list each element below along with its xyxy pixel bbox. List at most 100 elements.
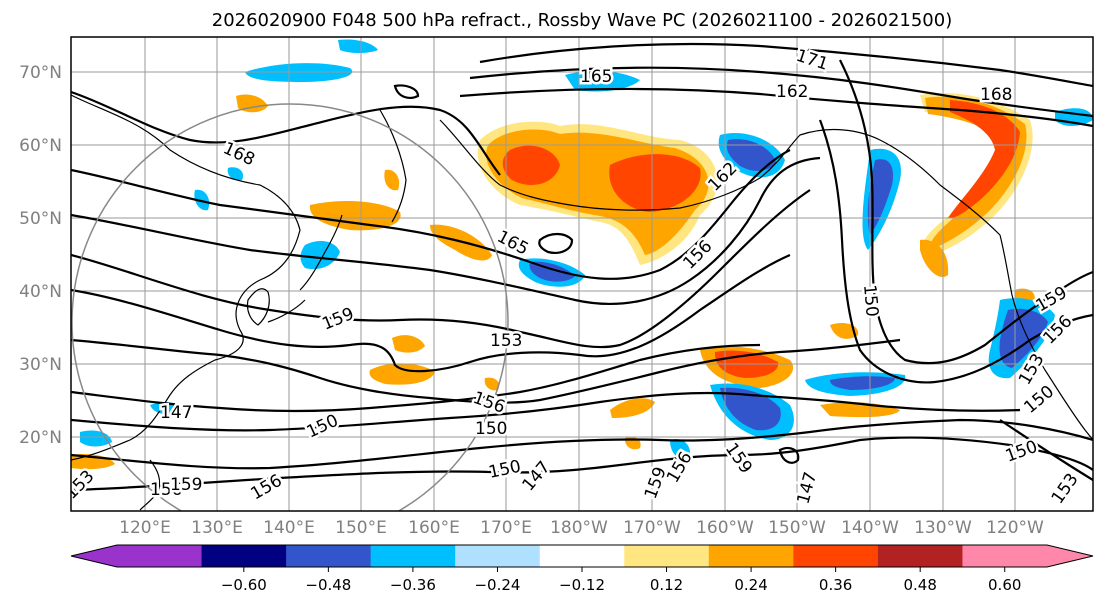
contour-line <box>71 436 1093 492</box>
coastline-korea <box>246 288 270 326</box>
colorbar-segment <box>117 545 203 567</box>
negative-anomaly <box>565 70 640 92</box>
contour-line <box>71 338 901 404</box>
colorbar-tick-label: 0.12 <box>650 576 683 594</box>
map-title: 2026020900 F048 500 hPa refract., Rossby… <box>212 10 953 31</box>
contour-line <box>71 343 761 413</box>
lon-label: 120°E <box>119 518 171 538</box>
contour-line <box>459 87 1093 128</box>
map-panel: 171 165 162 168 168 165 162 156 159 153 … <box>70 36 1094 512</box>
contour-label: 147 <box>160 403 192 423</box>
reference-circle <box>71 103 509 511</box>
coastline-alaska <box>439 119 1001 236</box>
positive-anomaly <box>309 200 401 231</box>
colorbar-segment <box>708 545 794 567</box>
contour-line <box>71 418 1093 470</box>
lon-label: 160°W <box>696 518 754 538</box>
positive-anomaly <box>236 94 268 113</box>
lon-label: 160°E <box>408 518 460 538</box>
contour-line <box>71 391 1021 432</box>
contour-line <box>71 189 811 349</box>
colorbar-tick-label: −0.48 <box>305 576 351 594</box>
contour-line <box>818 119 1093 384</box>
lon-label: 130°E <box>191 518 243 538</box>
coastline-philippines <box>139 459 161 511</box>
negative-anomaly <box>300 240 340 270</box>
positive-anomaly <box>920 239 949 278</box>
negative-anomaly <box>227 167 244 181</box>
lon-label: 150°W <box>768 518 826 538</box>
contour-line <box>71 90 501 176</box>
contour-line <box>71 149 791 280</box>
colorbar-outline <box>70 544 1094 568</box>
contour-line <box>393 84 420 99</box>
colorbar-tick-label: −0.12 <box>559 576 605 594</box>
negative-anomaly <box>670 438 691 460</box>
negative-anomaly <box>245 63 353 82</box>
negative-anomaly <box>338 39 378 53</box>
contour-label: 153 <box>490 331 522 351</box>
contour-label: 150 <box>475 419 507 439</box>
positive-anomaly <box>369 363 435 385</box>
contour-line <box>999 419 1093 481</box>
contour-label: 162 <box>776 82 808 102</box>
height-contours <box>71 42 1093 492</box>
lat-label: 40°N <box>19 282 62 302</box>
negative-anomaly <box>726 139 776 171</box>
positive-anomaly <box>610 398 655 418</box>
colorbar-tick-label: −0.24 <box>474 576 520 594</box>
positive-anomaly <box>384 169 400 191</box>
lon-label: 130°W <box>914 518 972 538</box>
negative-anomaly <box>720 387 781 431</box>
lat-label: 20°N <box>19 428 62 448</box>
colorbar-tick-label: 0.36 <box>819 576 852 594</box>
colorbar: −0.60 −0.48 −0.36 −0.24 −0.12 0.12 0.24 0.36 0.4… <box>70 544 1094 594</box>
colorbar-segment <box>624 545 710 567</box>
colorbar-tick-label: −0.36 <box>390 576 436 594</box>
colorbar-segment <box>370 545 456 567</box>
lon-label: 140°W <box>841 518 899 538</box>
contour-label: 156 <box>150 480 182 500</box>
contour-line <box>839 59 1093 365</box>
positive-anomaly <box>502 145 560 185</box>
contour-line <box>469 66 1093 118</box>
contour-line <box>71 156 821 306</box>
colorbar-segment <box>877 545 963 567</box>
contour-line <box>71 253 791 373</box>
positive-anomaly <box>830 323 859 339</box>
lon-label: 170°E <box>480 518 532 538</box>
negative-anomaly <box>867 159 894 235</box>
colorbar-tick-label: −0.60 <box>221 576 267 594</box>
contour-line <box>479 42 1093 88</box>
colorbar-tick-label: 0.24 <box>734 576 767 594</box>
lon-label: 150°E <box>335 518 387 538</box>
colorbar-extend-high <box>1047 545 1093 567</box>
positive-anomaly <box>948 100 1020 219</box>
latitude-labels: 70°N 60°N 50°N 40°N 30°N 20°N <box>19 63 62 448</box>
colorbar-segment <box>962 545 1048 567</box>
lat-label: 60°N <box>19 136 62 156</box>
coastline-east-asia <box>71 94 301 461</box>
lon-label: 140°E <box>263 518 315 538</box>
contour-label: 150 <box>859 284 882 318</box>
lon-label: 120°W <box>986 518 1044 538</box>
colorbar-segment <box>286 545 372 567</box>
colorbar-segment <box>201 545 287 567</box>
colorbar-segment <box>455 545 541 567</box>
colorbar-segment <box>539 545 625 567</box>
negative-anomaly <box>830 376 895 390</box>
contour-line <box>778 446 800 464</box>
colorbar-tick-label: 0.48 <box>903 576 936 594</box>
positive-anomaly <box>484 377 500 391</box>
lon-label: 180°W <box>550 518 608 538</box>
lat-label: 50°N <box>19 209 62 229</box>
contour-label: 168 <box>980 85 1012 105</box>
colorbar-tick-label: 0.60 <box>988 576 1021 594</box>
longitude-labels: 120°E 130°E 140°E 150°E 160°E 170°E 180°… <box>119 518 1044 538</box>
map-frame <box>70 36 1094 512</box>
contour-line <box>538 232 574 254</box>
colorbar-segment <box>793 545 879 567</box>
positive-anomaly <box>392 335 425 353</box>
contour-label: 165 <box>580 67 612 87</box>
